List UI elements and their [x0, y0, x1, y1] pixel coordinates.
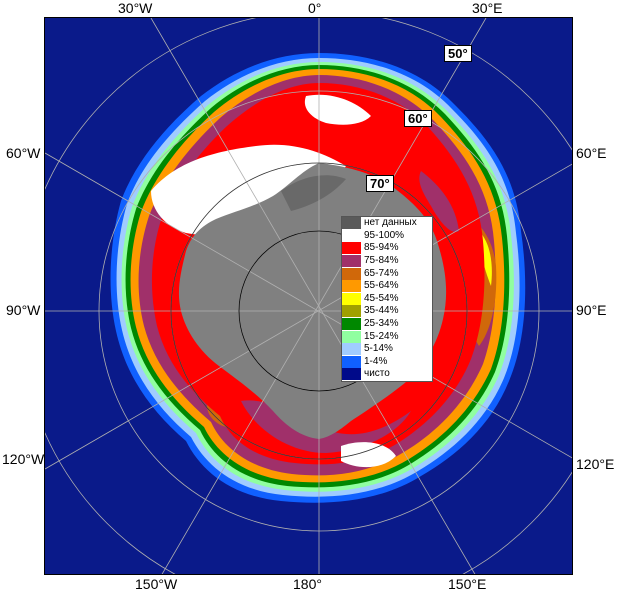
antarctic-ice-map — [45, 18, 572, 574]
legend-label: 95-100% — [364, 229, 405, 241]
lon-label-30e: 30°E — [472, 0, 503, 16]
legend: нет данных 95-100% 85-94% 75-84% 65-74% … — [341, 216, 433, 382]
legend-item: 15-24% — [342, 330, 432, 343]
legend-item: 75-84% — [342, 255, 432, 268]
legend-swatch — [342, 318, 361, 331]
ice-95-100-ross — [341, 442, 396, 468]
legend-swatch — [342, 267, 361, 280]
lon-label-120w: 120°W — [2, 451, 45, 467]
meridian-60e-120w — [45, 163, 572, 470]
legend-item: 1-4% — [342, 355, 432, 369]
legend-item: 25-34% — [342, 318, 432, 331]
lon-label-180: 180° — [293, 576, 322, 592]
legend-swatch — [342, 255, 361, 268]
lon-label-90w: 90°W — [6, 302, 41, 318]
meridian-30w-150e — [150, 18, 476, 574]
lon-label-120e: 120°E — [576, 456, 615, 472]
map-frame — [44, 17, 573, 575]
legend-swatch — [342, 292, 361, 305]
legend-item: чисто — [342, 368, 432, 381]
legend-label: 5-14% — [364, 343, 393, 355]
legend-label: 15-24% — [364, 330, 399, 342]
ice-95-100-north — [304, 94, 371, 125]
legend-swatch — [342, 280, 361, 293]
lon-label-60e: 60°E — [576, 145, 607, 161]
inner-lat-70 — [170, 162, 468, 460]
meridian-30e-150w — [161, 18, 487, 574]
lon-label-90e: 90°E — [576, 302, 607, 318]
meridian-60w-120e — [45, 152, 572, 459]
lat-label-60: 60° — [404, 110, 432, 127]
legend-label: чисто — [364, 368, 390, 380]
legend-swatch — [342, 242, 361, 255]
ice-patch-75-84-east — [419, 171, 459, 232]
legend-label: 75-84% — [364, 255, 399, 267]
legend-label: 85-94% — [364, 242, 399, 254]
legend-label: нет данных — [364, 217, 417, 229]
legend-swatch — [342, 330, 361, 343]
lon-label-150e: 150°E — [448, 576, 487, 592]
legend-swatch — [342, 229, 361, 242]
legend-item: 95-100% — [342, 229, 432, 243]
legend-label: 1-4% — [364, 355, 388, 367]
lat-label-50: 50° — [444, 45, 472, 62]
legend-swatch — [342, 305, 361, 318]
ice-95-100-weddell — [151, 144, 346, 235]
legend-swatch — [342, 217, 361, 230]
legend-item: 35-44% — [342, 305, 432, 318]
legend-item: 85-94% — [342, 242, 432, 255]
legend-label: 45-54% — [364, 292, 399, 304]
legend-swatch — [342, 343, 361, 356]
lon-label-0: 0° — [308, 0, 322, 16]
legend-label: 55-64% — [364, 280, 399, 292]
legend-item: 45-54% — [342, 292, 432, 306]
legend-label: 65-74% — [364, 267, 399, 279]
legend-item: нет данных — [342, 217, 432, 230]
legend-item: 5-14% — [342, 343, 432, 356]
lat-label-70: 70° — [366, 175, 394, 192]
legend-label: 35-44% — [364, 305, 399, 317]
legend-item: 65-74% — [342, 267, 432, 280]
legend-swatch — [342, 368, 361, 381]
lon-label-30w: 30°W — [118, 0, 153, 16]
legend-label: 25-34% — [364, 318, 399, 330]
no-data-region — [281, 175, 346, 211]
lon-label-150w: 150°W — [135, 576, 178, 592]
legend-swatch — [342, 355, 361, 368]
lon-label-60w: 60°W — [6, 145, 41, 161]
legend-item: 55-64% — [342, 280, 432, 293]
